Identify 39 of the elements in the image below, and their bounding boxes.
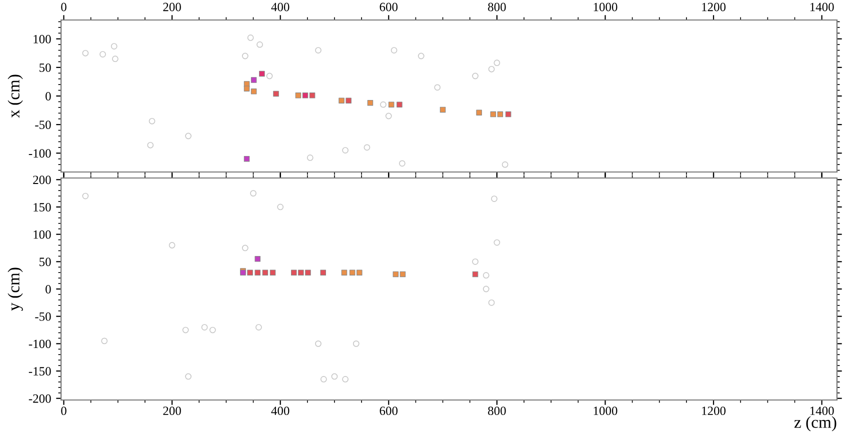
y-tick-label: -50 (35, 120, 51, 130)
point (472, 271, 478, 278)
y-tick-label: 150 (34, 203, 51, 212)
y-tick-label: 50 (40, 63, 51, 72)
x-tick-label: 0 (61, 406, 66, 416)
x-tick-label: 1200 (702, 2, 726, 12)
x-tick-label: 600 (380, 406, 398, 416)
y-tick-label: -150 (28, 367, 51, 376)
point (497, 111, 504, 118)
x-axis-title: z (cm) (794, 416, 836, 432)
x-tick-label: 200 (163, 2, 181, 12)
y-tick-label: 200 (33, 176, 51, 184)
x-tick-label: 1400 (810, 2, 834, 12)
y-tick-label: 50 (40, 258, 51, 266)
point (400, 271, 406, 278)
y-tick-label: 100 (34, 34, 51, 44)
y-tick-label: -50 (35, 312, 51, 321)
y-tick-label: 0 (46, 285, 51, 294)
x-tick-label: 1400 (810, 406, 834, 416)
x-tick-label: 800 (488, 406, 506, 416)
x-tick-label: 800 (488, 2, 506, 12)
x-tick-label: 400 (271, 2, 290, 12)
point (392, 271, 399, 278)
y-tick-label: 100 (34, 230, 51, 239)
x-tick-label: 1000 (594, 406, 618, 416)
x-tick-label: 600 (380, 2, 398, 12)
point (505, 111, 512, 118)
y-tick-label: -100 (28, 149, 51, 158)
x-tick-label: 1200 (702, 406, 726, 416)
x-tick-label: 400 (271, 406, 290, 416)
y-tick-label: -100 (28, 340, 51, 348)
y-axis-title: x (cm) (8, 74, 23, 118)
x-tick-label: 200 (163, 406, 181, 416)
y-axis-title: y (cm) (8, 268, 23, 311)
x-tick-label: 1000 (594, 2, 618, 12)
point (440, 106, 446, 113)
y-tick-label: -200 (28, 394, 51, 403)
y-tick-label: 0 (46, 92, 51, 100)
x-tick-label: 0 (61, 2, 66, 12)
